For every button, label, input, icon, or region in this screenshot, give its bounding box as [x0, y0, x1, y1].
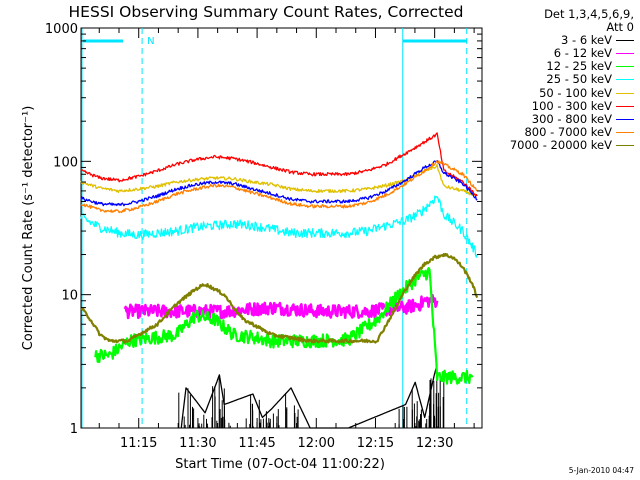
chart-title: HESSI Observing Summary Count Rates, Cor…	[69, 3, 464, 21]
legend-swatch	[616, 66, 634, 68]
series-3-6-kev-spikes	[178, 375, 445, 428]
legend-label: 3 - 6 keV	[561, 33, 612, 48]
series-12-25-kev	[94, 267, 474, 385]
legend-item: 6 - 12 keV	[484, 47, 634, 60]
annotation-n: N	[147, 36, 154, 47]
y-axis-label: Corrected Count Rate (s⁻¹ detector⁻¹)	[21, 106, 36, 351]
legend-label: 100 - 300 keV	[531, 98, 612, 113]
legend: Det 1,3,4,5,6,9, Att 0 3 - 6 keV 6 - 12 k…	[484, 7, 634, 152]
legend-swatch	[616, 118, 634, 120]
x-tick-label: 12:30	[416, 436, 453, 451]
x-tick-label: 11:45	[238, 436, 275, 451]
legend-label: 7000 - 20000 keV	[509, 137, 612, 152]
y-tick-label: 1000	[45, 22, 78, 37]
legend-label: 800 - 7000 keV	[524, 124, 612, 139]
legend-label: 25 - 50 keV	[546, 72, 612, 87]
legend-item: 12 - 25 keV	[484, 60, 634, 73]
legend-label: 300 - 800 keV	[531, 111, 612, 126]
legend-detectors: Det 1,3,4,5,6,9,	[544, 7, 634, 21]
legend-swatch	[616, 79, 634, 81]
legend-item: 100 - 300 keV	[484, 98, 634, 113]
x-tick-label: 12:00	[298, 436, 335, 451]
y-tick-label: 10	[61, 289, 78, 304]
legend-item: 50 - 100 keV	[484, 85, 634, 100]
observation-bars: N	[81, 28, 468, 428]
legend-item: 800 - 7000 keV	[484, 124, 634, 139]
legend-swatch	[616, 53, 634, 55]
series-layer	[80, 132, 479, 429]
series-800-7000-kev	[80, 160, 478, 214]
legend-attenuator: Att 0	[606, 20, 634, 35]
legend-item: 3 - 6 keV	[484, 34, 634, 47]
legend-swatch	[616, 92, 634, 94]
plot-border	[80, 27, 483, 429]
legend-label: 12 - 25 keV	[546, 59, 612, 74]
x-tick-label: 11:15	[120, 436, 157, 451]
legend-swatch	[616, 144, 634, 146]
series-7000-20000-kev	[80, 252, 479, 344]
legend-label: 6 - 12 keV	[553, 46, 612, 61]
legend-item: 25 - 50 keV	[484, 73, 634, 86]
series-300-800-kev	[80, 160, 478, 207]
series-25-50-kev	[80, 195, 478, 258]
y-tick-label: 100	[53, 155, 78, 170]
y-tick-label: 1	[70, 422, 78, 437]
series-100-300-kev	[80, 132, 478, 197]
x-axis-label: Start Time (07-Oct-04 11:00:22)	[175, 457, 385, 472]
legend-series-list: 3 - 6 keV 6 - 12 keV 12 - 25 keV 25 - 50 ke…	[484, 34, 634, 152]
axes-layer: 1 10 100 1000 11:15 11:30 11:45 12:00 12:15 12:30	[45, 22, 482, 451]
legend-swatch	[616, 40, 634, 42]
legend-swatch	[616, 131, 634, 133]
plot-frame	[80, 27, 483, 429]
legend-swatch	[616, 105, 634, 107]
legend-item: 300 - 800 keV	[484, 111, 634, 126]
x-tick-label: 11:30	[179, 436, 216, 451]
legend-label: 50 - 100 keV	[539, 85, 612, 100]
timestamp: 5-Jan-2010 04:47	[568, 466, 634, 475]
legend-item: 7000 - 20000 keV	[484, 137, 634, 152]
x-tick-label: 12:15	[357, 436, 394, 451]
